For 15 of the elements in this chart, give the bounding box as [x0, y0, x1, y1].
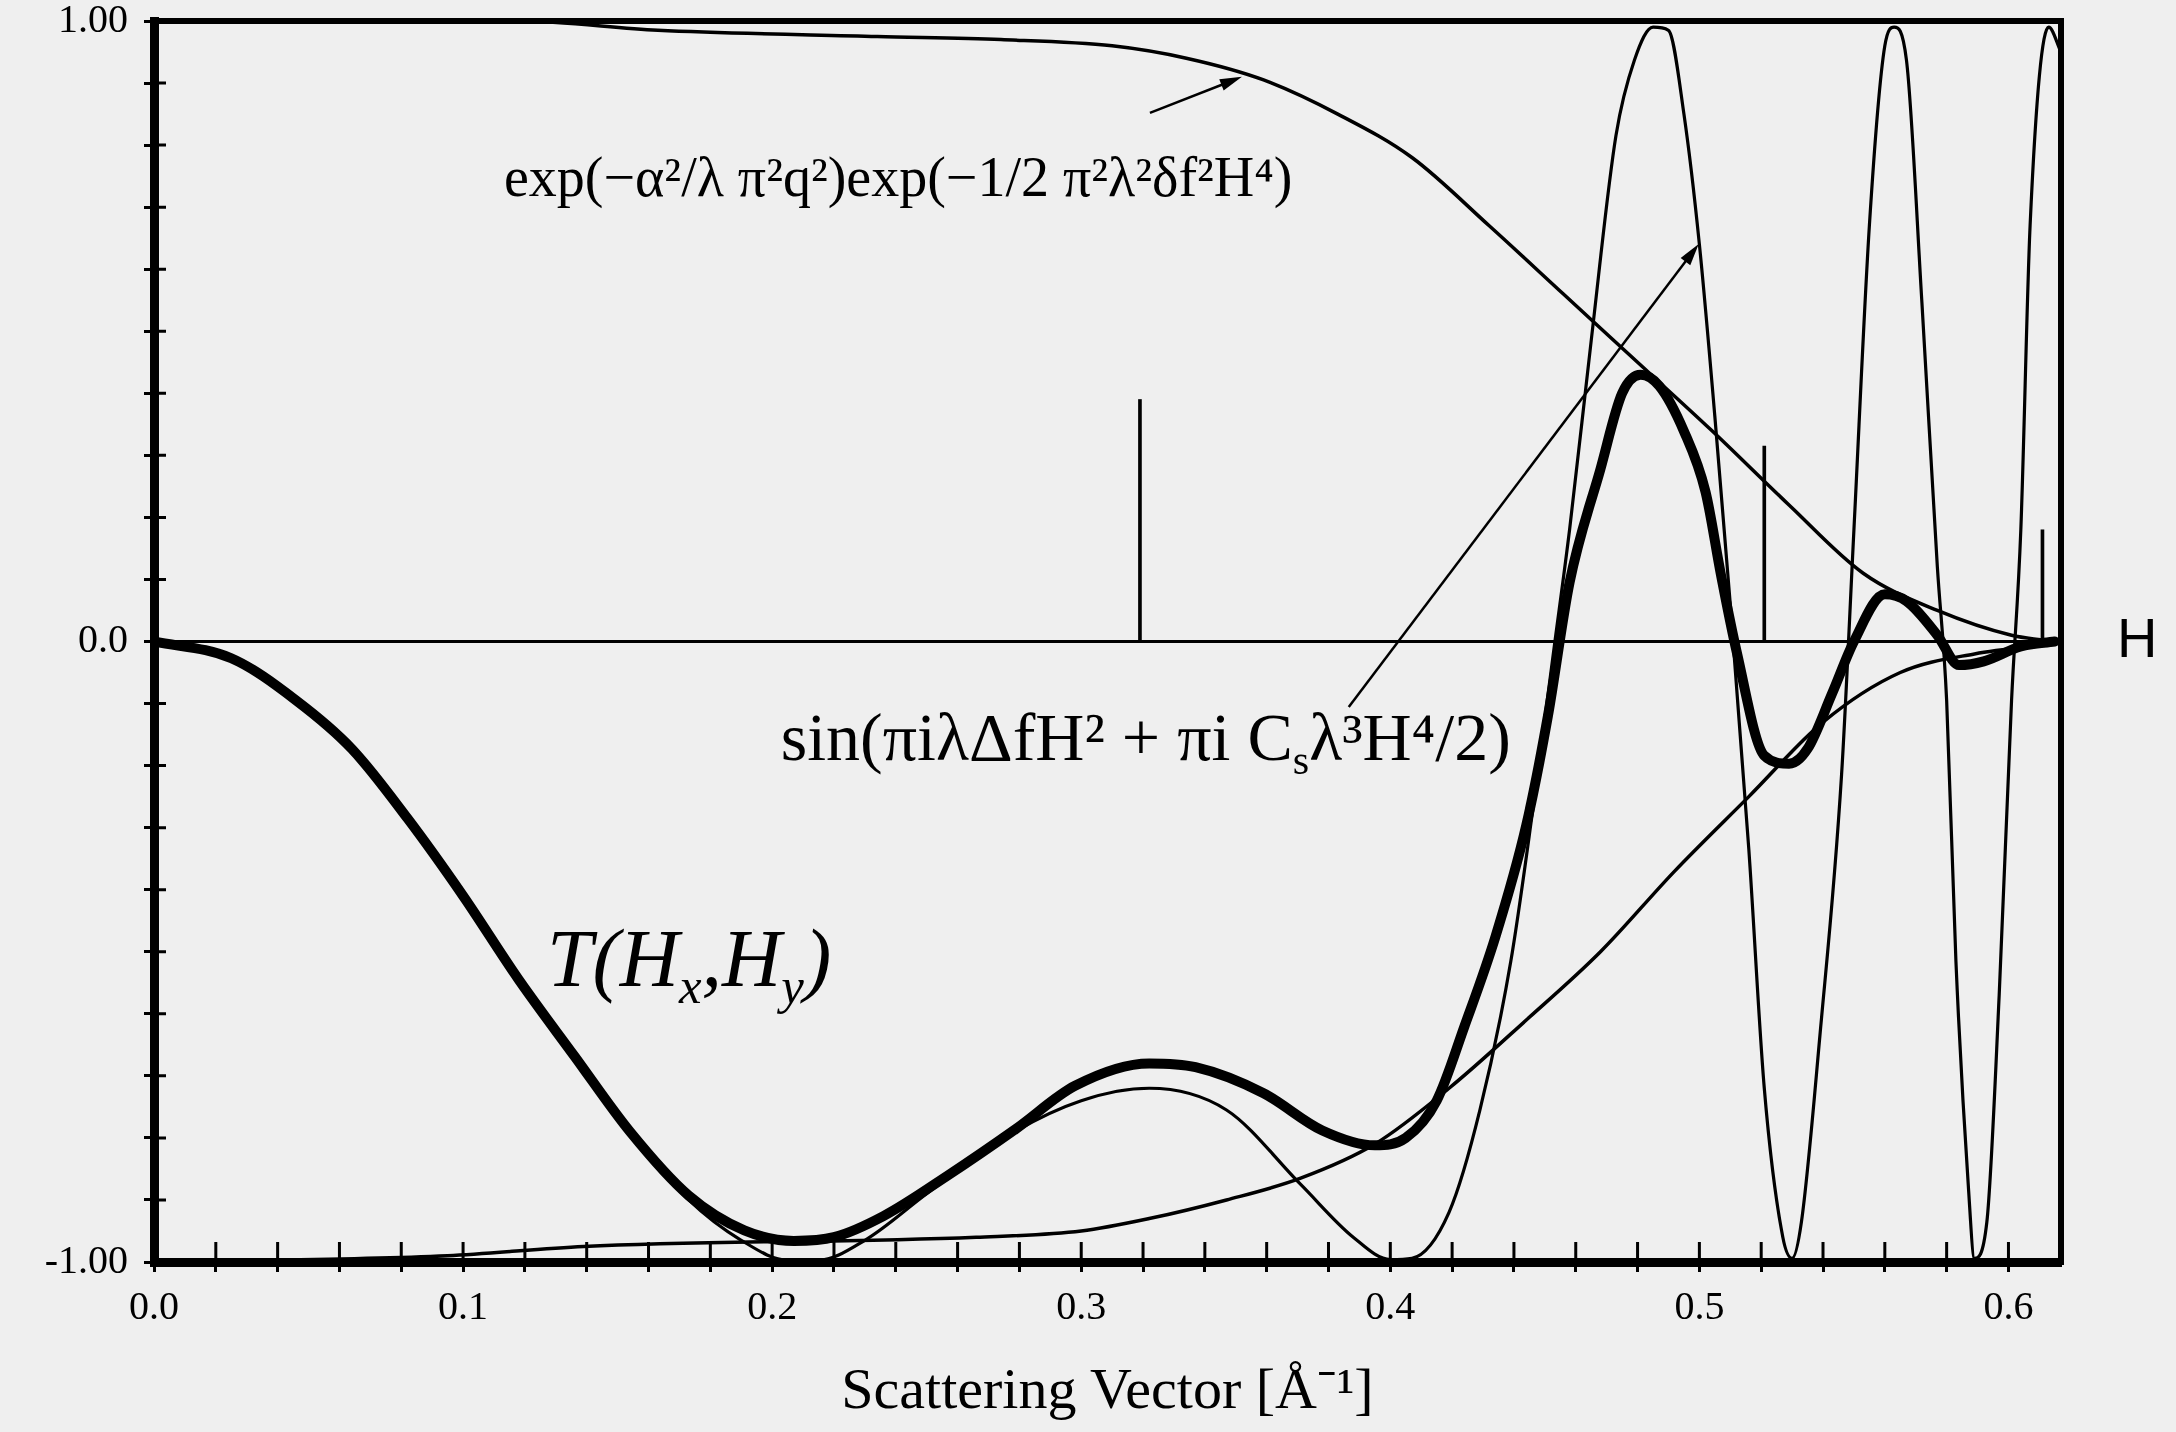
y-tick-label: -1.00	[44, 1236, 128, 1282]
y-tick-label: 0.0	[78, 616, 128, 661]
x-tick-label: 0.1	[438, 1282, 489, 1328]
annotation: sin(πiλΔfH² + πi C$_{s}$λ³H⁴/2)	[780, 698, 1511, 784]
ref-line-label: H	[2117, 605, 2158, 669]
x-tick-label: 0.3	[1056, 1282, 1107, 1328]
x-axis-title: Scattering Vector [Å⁻¹]	[841, 1356, 1374, 1422]
x-tick-label: 0.6	[1983, 1282, 2034, 1328]
x-tick-label: 0.4	[1365, 1282, 1416, 1328]
x-tick-label: 0.0	[129, 1282, 179, 1328]
y-tick-label: 1.00	[58, 0, 128, 41]
x-tick-label: 0.2	[747, 1282, 798, 1328]
annotation: exp(−α²/λ π²q²)exp(−1/2 π²λ²δf²H⁴)	[503, 145, 1293, 208]
x-tick-label: 0.5	[1674, 1282, 1725, 1328]
annotation: T(H$_{x}$,H$_{y}$)	[546, 912, 832, 1015]
